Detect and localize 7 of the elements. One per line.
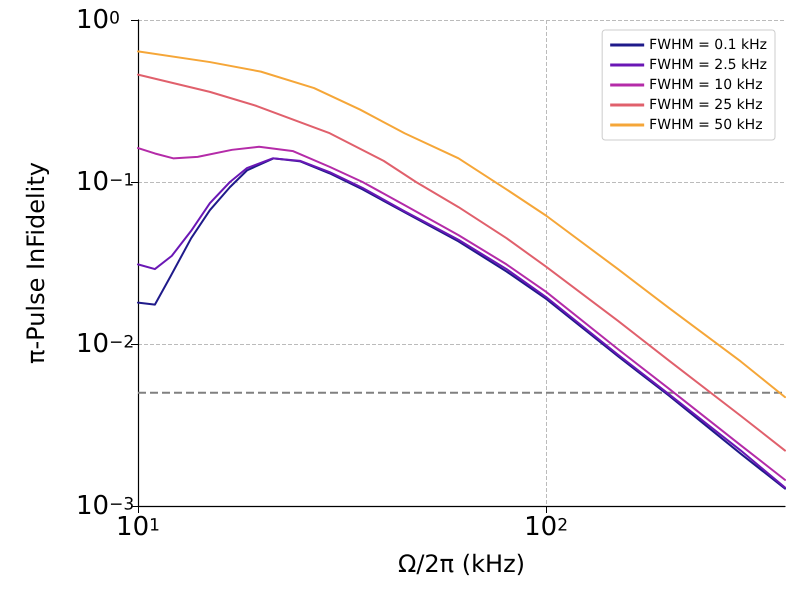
legend-label: FWHM = 25 kHz	[649, 97, 763, 113]
legend-label: FWHM = 0.1 kHz	[649, 37, 768, 53]
legend-label: FWHM = 10 kHz	[649, 77, 763, 93]
x-axis-title: Ω/2π (kHz)	[398, 550, 526, 578]
y-axis-title: π-Pulse InFidelity	[22, 162, 50, 364]
legend-label: FWHM = 2.5 kHz	[649, 57, 768, 73]
legend-label: FWHM = 50 kHz	[649, 117, 763, 133]
